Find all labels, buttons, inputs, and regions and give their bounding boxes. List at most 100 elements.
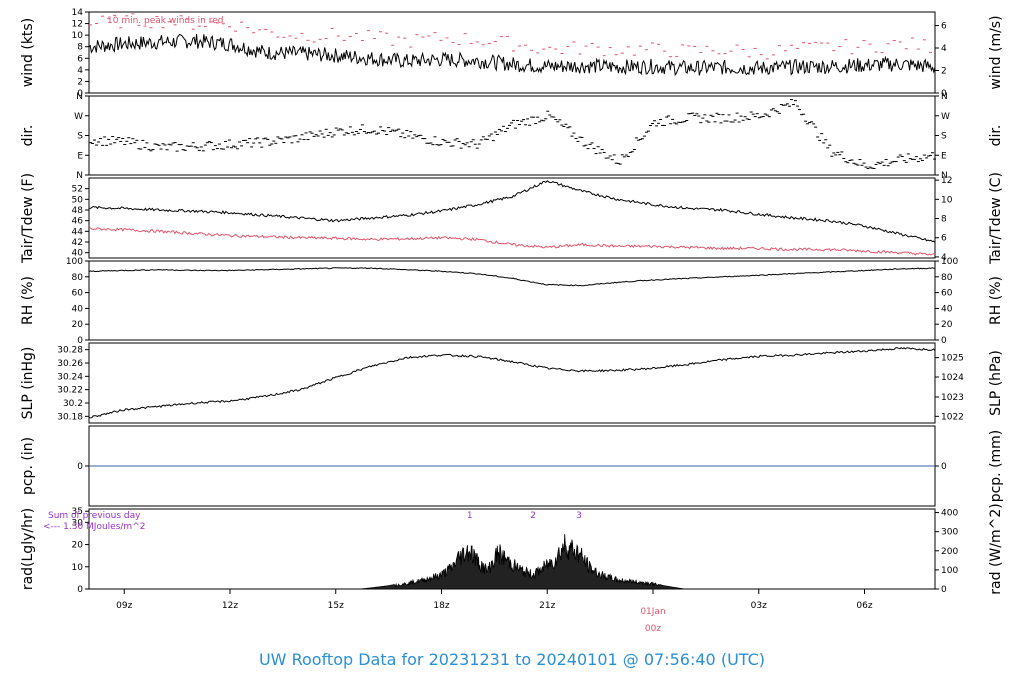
pcp-ylabel-left: pcp. (in): [20, 437, 36, 495]
rh-left-tick-label: 100: [66, 257, 83, 267]
slp-left-tick-label: 30.24: [57, 372, 83, 382]
radiation-area: [360, 533, 685, 590]
dir-ylabel-right: dir.: [988, 125, 1004, 147]
dir-right-tick-label: E: [941, 151, 947, 161]
wind-left-tick-label: 6: [77, 54, 83, 64]
wind-ylabel-right: wind (m/s): [988, 15, 1004, 89]
chart-title: UW Rooftop Data for 20231231 to 20240101…: [259, 650, 765, 669]
rh-left-tick-label: 40: [72, 304, 84, 314]
rh-left-tick-label: 0: [77, 336, 83, 346]
dir-right-tick-label: W: [941, 112, 950, 122]
rad-peak-marker: 2: [530, 511, 536, 521]
wind-right-tick-label: 4: [941, 44, 947, 54]
rad-sum-label: Sum of previous day: [48, 511, 141, 521]
rad-right-tick-label: 100: [941, 566, 958, 576]
wind-left-tick-label: 2: [77, 77, 83, 87]
rad-right-tick-label: 400: [941, 509, 958, 519]
rad-left-tick-label: 35: [72, 507, 83, 517]
x-tick-label: 15z: [328, 601, 344, 611]
slp-left-tick-label: 30.18: [57, 412, 83, 422]
temp-right-tick-label: 6: [941, 234, 947, 244]
temp-right-tick-label: 10: [941, 195, 953, 205]
wind-left-tick-label: 4: [77, 66, 83, 76]
temp-right-tick-label: 12: [941, 176, 952, 186]
temp-ylabel-right: Tair/Tdew (C): [988, 172, 1004, 265]
pcp-ylabel-right: pcp. (mm): [988, 430, 1004, 503]
rh-right-tick-label: 100: [941, 257, 958, 267]
rad-left-tick-label: 30: [72, 518, 84, 528]
wind-left-tick-label: 8: [77, 43, 83, 53]
wind-right-tick-label: 6: [941, 22, 947, 32]
dir-right-tick-label: N: [941, 171, 948, 181]
rh-ylabel-left: RH (%): [20, 276, 36, 325]
slp-slp-line: [88, 347, 936, 419]
slp-right-tick-label: 1025: [941, 354, 964, 364]
temp-left-tick-label: 44: [72, 227, 84, 237]
rh-right-tick-label: 0: [941, 336, 947, 346]
rad-peak-marker: 3: [576, 511, 582, 521]
x-tick-label: 12z: [222, 601, 238, 611]
dir-right-tick-label: S: [941, 132, 947, 142]
dir-left-tick-label: W: [74, 112, 83, 122]
wind-sustained-line: [88, 33, 936, 77]
wind-panel-frame: [88, 11, 936, 94]
x-tick-label: 18z: [433, 601, 449, 611]
wind-peak-annotation: 10 min. peak winds in red: [107, 16, 224, 26]
temp-panel-frame: [88, 177, 936, 259]
rad-left-tick-label: 20: [72, 541, 84, 551]
slp-panel-frame: [88, 342, 936, 424]
x-tick-label: 03z: [751, 601, 767, 611]
temp-left-tick-label: 40: [72, 249, 84, 259]
temp-right-tick-label: 4: [941, 253, 947, 263]
dir-panel-frame: [88, 95, 936, 176]
x-date-label: 01Jan: [640, 607, 665, 617]
dir-left-tick-label: N: [76, 171, 83, 181]
temp-left-tick-label: 42: [72, 238, 83, 248]
x-tick-label: 21z: [539, 601, 555, 611]
rh-panel-frame: [88, 260, 936, 341]
dir-left-tick-label: N: [76, 92, 83, 102]
temp-left-tick-label: 48: [72, 206, 84, 216]
wind-left-tick-label: 14: [72, 8, 84, 18]
rad-peak-marker: 1: [467, 511, 473, 521]
rh-right-tick-label: 80: [941, 273, 953, 283]
slp-right-tick-label: 1023: [941, 393, 964, 403]
temp-left-tick-label: 46: [72, 217, 84, 227]
rh-left-tick-label: 60: [72, 289, 84, 299]
wind-right-tick-label: 0: [941, 89, 947, 99]
rad-sum-value: <--- 1.30 MJoules/m^2: [43, 522, 145, 532]
temp-right-tick-label: 8: [941, 215, 947, 225]
pcp-left-tick-label: 0: [77, 462, 83, 472]
wind-left-tick-label: 0: [77, 89, 83, 99]
rad-left-tick-label: 0: [77, 585, 83, 595]
dir-right-tick-label: N: [941, 92, 948, 102]
rh-right-tick-label: 20: [941, 320, 953, 330]
temp-air-line: [88, 180, 936, 243]
temp-left-tick-label: 52: [72, 185, 83, 195]
wind-right-tick-label: 2: [941, 66, 947, 76]
rad-right-tick-label: 200: [941, 547, 958, 557]
rad-ylabel-left: rad(Lgly/hr): [20, 508, 36, 590]
rad-ylabel-right: rad (W/m^2): [988, 503, 1004, 594]
rad-left-tick-label: 10: [72, 563, 84, 573]
rh-left-tick-label: 20: [72, 320, 84, 330]
temp-left-tick-label: 50: [72, 195, 84, 205]
slp-left-tick-label: 30.28: [57, 346, 83, 356]
x-tick-label: 06z: [856, 601, 872, 611]
rh-left-tick-label: 80: [72, 273, 84, 283]
wind-ylabel-left: wind (kts): [20, 18, 36, 87]
slp-left-tick-label: 30.22: [57, 386, 83, 396]
rh-ylabel-right: RH (%): [988, 276, 1004, 325]
x-tick-label: 09z: [116, 601, 132, 611]
dir-ylabel-left: dir.: [20, 125, 36, 147]
rad-right-tick-label: 0: [941, 585, 947, 595]
slp-ylabel-left: SLP (inHg): [20, 347, 36, 420]
dir-left-tick-label: S: [77, 132, 83, 142]
slp-ylabel-right: SLP (hPa): [988, 350, 1004, 416]
slp-right-tick-label: 1024: [941, 373, 964, 383]
slp-left-tick-label: 30.26: [57, 359, 83, 369]
rad-right-tick-label: 300: [941, 528, 958, 538]
temp-ylabel-left: Tair/Tdew (F): [20, 173, 36, 264]
